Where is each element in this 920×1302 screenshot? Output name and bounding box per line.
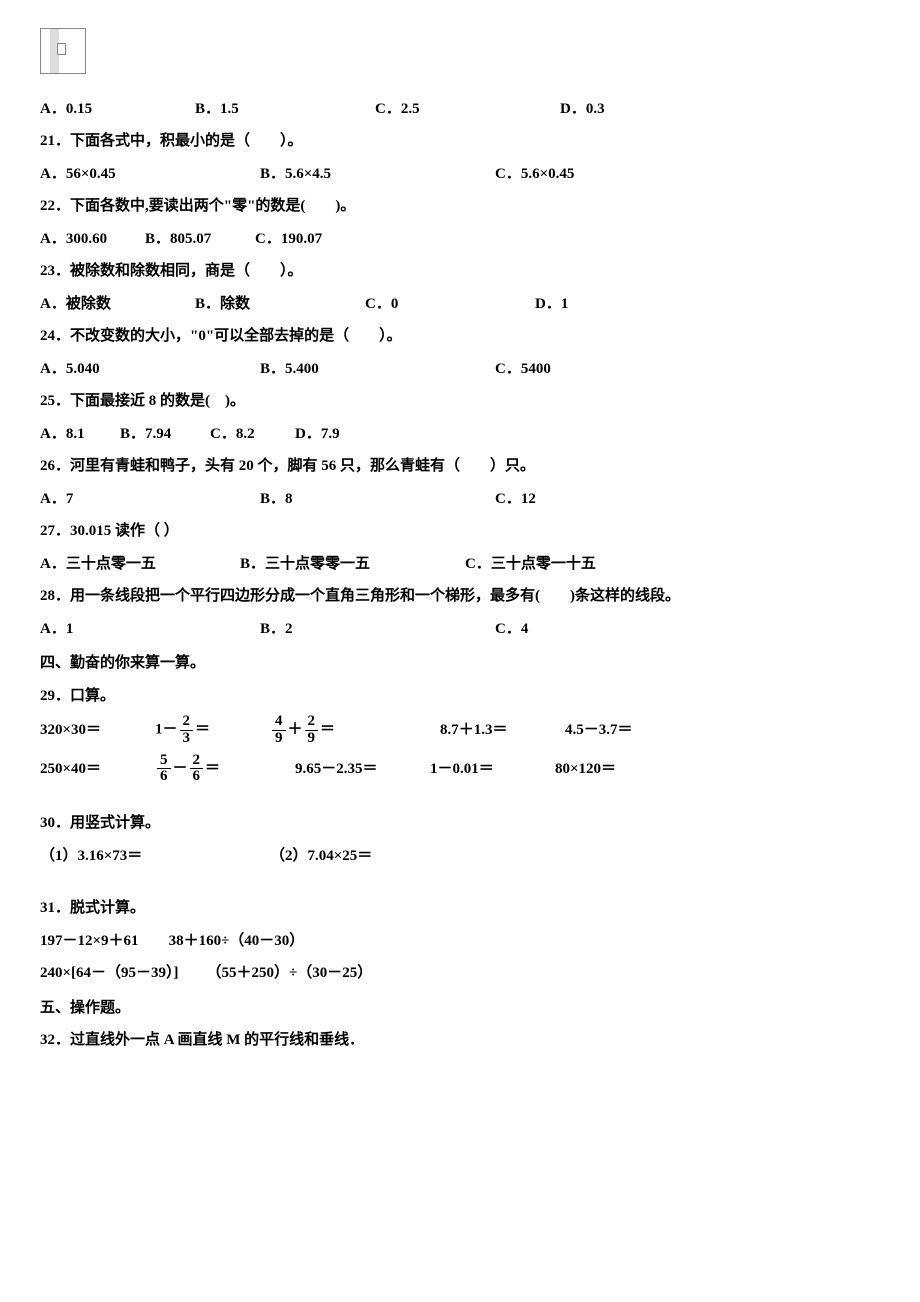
- q29-row1: 320×30＝ 1－23＝ 49＋29＝ 8.7＋1.3＝ 4.5－3.7＝: [40, 714, 880, 747]
- q29-r2-c2-post: ＝: [205, 760, 220, 776]
- q22-opt-c: C．190.07: [255, 225, 365, 254]
- frac-num: 2: [305, 714, 319, 731]
- q23-opt-c: C．0: [365, 290, 535, 319]
- q28-stem: 28．用一条线段把一个平行四边形分成一个直角三角形和一个梯形，最多有( )条这样…: [40, 582, 880, 611]
- q21-stem: 21．下面各式中，积最小的是（ ）。: [40, 127, 880, 156]
- q32-text: 32．过直线外一点 A 画直线 M 的平行线和垂线．: [40, 1032, 364, 1048]
- q29-r1-c3: 49＋29＝: [270, 714, 440, 747]
- q29-r1-c3-mid: ＋: [288, 722, 303, 738]
- frac-den: 6: [190, 769, 204, 785]
- q29-r2-c5: 80×120＝: [555, 755, 685, 784]
- frac-num: 2: [190, 753, 204, 770]
- q29-r2-c1: 250×40＝: [40, 755, 155, 784]
- q27-options: A．三十点零一五 B．三十点零零一五 C．三十点零一十五: [40, 550, 880, 579]
- q28-options: A．1 B．2 C．4: [40, 615, 880, 644]
- q25-opt-c: C．8.2: [210, 420, 295, 449]
- q28-opt-c: C．4: [495, 615, 695, 644]
- q30-b: （2）7.04×25＝: [270, 842, 500, 871]
- q20-opt-d: D．0.3: [560, 95, 710, 124]
- q25-stem: 25．下面最接近 8 的数是( )。: [40, 387, 880, 416]
- q24-opt-a: A．5.040: [40, 355, 260, 384]
- q24-options: A．5.040 B．5.400 C．5400: [40, 355, 880, 384]
- fraction: 29: [305, 714, 319, 747]
- section4-heading: 四、勤奋的你来算一算。: [40, 649, 880, 678]
- q29-r1-c2: 1－23＝: [155, 714, 270, 747]
- q26-opt-c: C．12: [495, 485, 695, 514]
- q31-r1a: 197－12×9＋61: [40, 933, 139, 949]
- q29-r2-c4: 1－0.01＝: [430, 755, 555, 784]
- q22-options: A．300.60 B．805.07 C．190.07: [40, 225, 880, 254]
- q20-opt-c: C．2.5: [375, 95, 560, 124]
- q29-r1-c5: 4.5－3.7＝: [565, 716, 695, 745]
- q25-options: A．8.1 B．7.94 C．8.2 D．7.9: [40, 420, 880, 449]
- q25-opt-a: A．8.1: [40, 420, 120, 449]
- q29-head: 29．口算。: [40, 682, 880, 711]
- q27-opt-b: B．三十点零零一五: [240, 550, 465, 579]
- fraction: 26: [190, 753, 204, 786]
- q31-r2a: 240×[64－（95－39）]: [40, 965, 179, 981]
- q31-r1b: 38＋160÷（40－30）: [169, 933, 305, 949]
- q31-head: 31．脱式计算。: [40, 894, 880, 923]
- q32-stem: 32．过直线外一点 A 画直线 M 的平行线和垂线．: [40, 1026, 880, 1055]
- q26-opt-b: B．8: [260, 485, 495, 514]
- q30-items: （1）3.16×73＝ （2）7.04×25＝: [40, 842, 880, 871]
- q30-head: 30．用竖式计算。: [40, 809, 880, 838]
- q31-row2: 240×[64－（95－39）] （55＋250）÷（30－25）: [40, 959, 880, 988]
- fraction: 49: [272, 714, 286, 747]
- q27-stem: 27．30.015 读作（ ）: [40, 517, 880, 546]
- frac-num: 5: [157, 753, 171, 770]
- frac-num: 2: [180, 714, 194, 731]
- q27-opt-c: C．三十点零一十五: [465, 550, 685, 579]
- q26-opt-a: A．7: [40, 485, 260, 514]
- q24-opt-c: C．5400: [495, 355, 695, 384]
- q23-options: A．被除数 B．除数 C．0 D．1: [40, 290, 880, 319]
- frac-num: 4: [272, 714, 286, 731]
- grid-icon: [40, 28, 86, 74]
- q29-r1-c1: 320×30＝: [40, 716, 155, 745]
- q22-opt-a: A．300.60: [40, 225, 145, 254]
- q22-stem: 22．下面各数中,要读出两个"零"的数是( )。: [40, 192, 880, 221]
- section5-heading: 五、操作题。: [40, 994, 880, 1023]
- q23-opt-b: B．除数: [195, 290, 365, 319]
- q31-r2b: （55＋250）÷（30－25）: [207, 965, 373, 981]
- q29-r1-c4: 8.7＋1.3＝: [440, 716, 565, 745]
- q29-r2-c2: 56－26＝: [155, 753, 295, 786]
- q25-opt-b: B．7.94: [120, 420, 210, 449]
- q29-row2: 250×40＝ 56－26＝ 9.65－2.35＝ 1－0.01＝ 80×120…: [40, 753, 880, 786]
- q20-opt-a: A．0.15: [40, 95, 195, 124]
- fraction: 23: [180, 714, 194, 747]
- q25-opt-d: D．7.9: [295, 420, 380, 449]
- q20-opt-b: B．1.5: [195, 95, 375, 124]
- q23-opt-d: D．1: [535, 290, 635, 319]
- q23-stem: 23．被除数和除数相同，商是（ ）。: [40, 257, 880, 286]
- q24-stem: 24．不改变数的大小，"0"可以全部去掉的是（ ）。: [40, 322, 880, 351]
- fraction: 56: [157, 753, 171, 786]
- q21-opt-c: C．5.6×0.45: [495, 160, 695, 189]
- q26-stem: 26．河里有青蛙和鸭子，头有 20 个，脚有 56 只，那么青蛙有（ ）只。: [40, 452, 880, 481]
- q31-row1: 197－12×9＋61 38＋160÷（40－30）: [40, 927, 880, 956]
- q23-opt-a: A．被除数: [40, 290, 195, 319]
- q30-a: （1）3.16×73＝: [40, 842, 270, 871]
- q27-opt-a: A．三十点零一五: [40, 550, 240, 579]
- frac-den: 9: [305, 731, 319, 747]
- q29-r1-c3-post: ＝: [320, 722, 335, 738]
- q21-opt-a: A．56×0.45: [40, 160, 260, 189]
- frac-den: 9: [272, 731, 286, 747]
- q29-r2-c2-mid: －: [173, 760, 188, 776]
- q26-options: A．7 B．8 C．12: [40, 485, 880, 514]
- q24-opt-b: B．5.400: [260, 355, 495, 384]
- q29-r1-c2-pre: 1－: [155, 722, 178, 738]
- frac-den: 6: [157, 769, 171, 785]
- q22-opt-b: B．805.07: [145, 225, 255, 254]
- q28-opt-b: B．2: [260, 615, 495, 644]
- q28-opt-a: A．1: [40, 615, 260, 644]
- q29-r1-c2-post: ＝: [195, 722, 210, 738]
- frac-den: 3: [180, 731, 194, 747]
- q29-r2-c3: 9.65－2.35＝: [295, 755, 430, 784]
- q21-options: A．56×0.45 B．5.6×4.5 C．5.6×0.45: [40, 160, 880, 189]
- q20-options: A．0.15 B．1.5 C．2.5 D．0.3: [40, 95, 880, 124]
- q21-opt-b: B．5.6×4.5: [260, 160, 495, 189]
